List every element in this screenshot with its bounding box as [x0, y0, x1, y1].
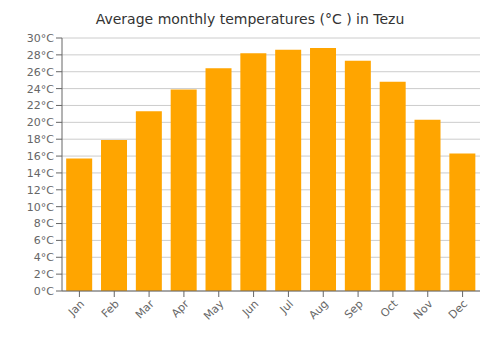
svg-text:May: May — [201, 297, 227, 323]
svg-text:22°C: 22°C — [27, 99, 54, 112]
svg-text:Jul: Jul — [277, 297, 296, 316]
svg-text:Dec: Dec — [446, 297, 470, 321]
svg-text:Apr: Apr — [169, 297, 192, 320]
html-text:Average monthly temperatures (: Average monthly temperatures (°C ) in Te… — [95, 11, 405, 27]
svg-text:10°C: 10°C — [27, 201, 54, 214]
svg-text:Jun: Jun — [239, 297, 261, 319]
svg-text:18°C: 18°C — [27, 133, 54, 146]
svg-text:0°C: 0°C — [34, 285, 54, 298]
svg-text:Sep: Sep — [342, 297, 366, 321]
svg-text:24°C: 24°C — [27, 83, 54, 96]
svg-text:12°C: 12°C — [27, 184, 54, 197]
svg-text:14°C: 14°C — [27, 167, 54, 180]
svg-text:26°C: 26°C — [27, 66, 54, 79]
svg-text:Oct: Oct — [378, 297, 401, 320]
svg-text:2°C: 2°C — [34, 268, 54, 281]
svg-text:Mar: Mar — [133, 297, 157, 321]
svg-text:20°C: 20°C — [27, 116, 54, 129]
svg-text:Aug: Aug — [307, 297, 331, 321]
svg-text:8°C: 8°C — [34, 217, 54, 230]
svg-text:Nov: Nov — [411, 297, 436, 322]
svg-text:6°C: 6°C — [34, 234, 54, 247]
svg-text:Jan: Jan — [65, 297, 87, 319]
svg-text:4°C: 4°C — [34, 251, 54, 264]
svg-text:28°C: 28°C — [27, 49, 54, 62]
svg-text:16°C: 16°C — [27, 150, 54, 163]
svg-text:30°C: 30°C — [27, 32, 54, 45]
svg-text:Feb: Feb — [99, 297, 122, 320]
